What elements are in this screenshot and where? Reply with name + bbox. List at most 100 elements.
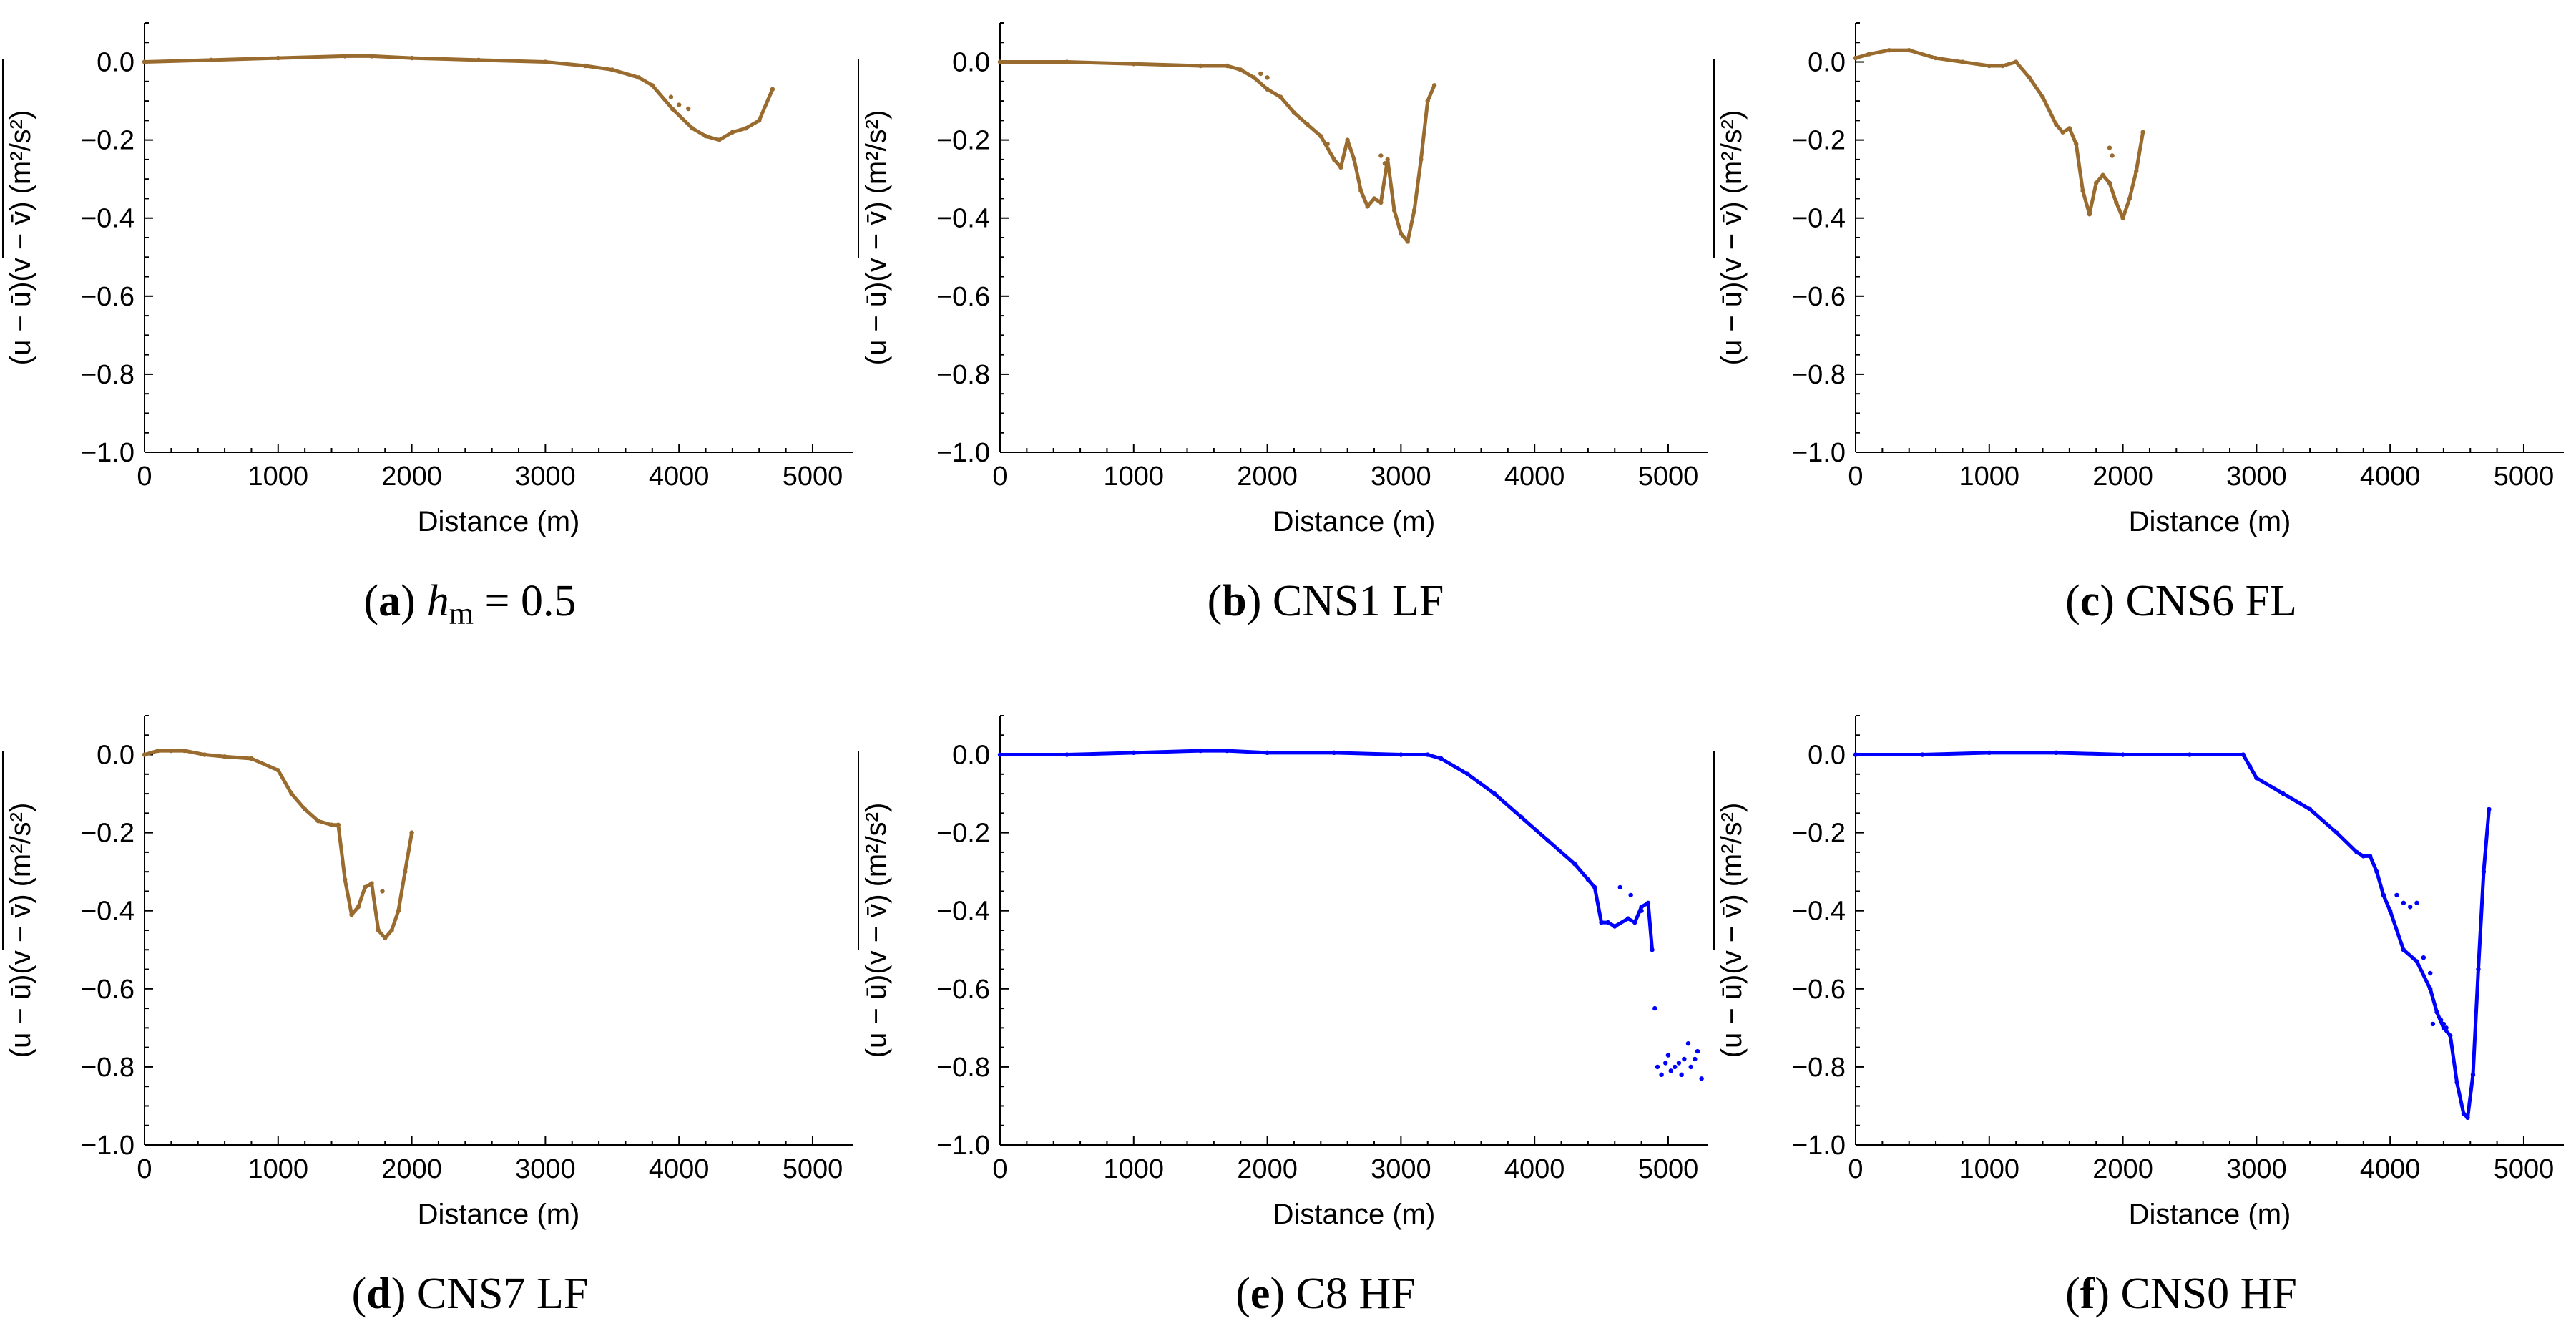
data-point — [1612, 924, 1617, 929]
x-tick-label: 3000 — [515, 462, 576, 492]
caption-text: CNS6 FL — [2115, 577, 2297, 625]
data-point — [2053, 122, 2059, 127]
scatter-point — [2407, 905, 2413, 910]
x-tick-label: 0 — [137, 1154, 152, 1184]
x-tick-label: 3000 — [2226, 1154, 2287, 1184]
data-point — [2140, 130, 2145, 135]
data-point — [1391, 208, 1397, 213]
data-point — [1605, 920, 1611, 925]
data-point — [476, 57, 481, 63]
data-point — [1425, 98, 1430, 104]
data-point — [383, 935, 388, 941]
data-point — [1265, 750, 1270, 756]
data-point — [1853, 752, 1858, 757]
data-point — [2414, 959, 2419, 964]
data-point — [1585, 877, 1591, 882]
data-point — [1371, 196, 1377, 201]
data-point — [155, 748, 160, 754]
scatter-point — [1265, 75, 1270, 80]
scatter-point — [1655, 1064, 1660, 1070]
x-tick-label: 5000 — [783, 462, 843, 492]
data-point — [770, 87, 775, 92]
caption-paren-close: ) — [1270, 1269, 1285, 1318]
data-point — [743, 126, 748, 131]
caption-text: CNS0 HF — [2110, 1269, 2297, 1318]
y-axis-title-main: (u − ū)(v − v̄) — [1716, 894, 1748, 1058]
y-axis-title-unit: (m²/s²) — [861, 803, 892, 887]
scatter-point — [2438, 1018, 2444, 1023]
scatter-point — [686, 106, 691, 112]
data-point — [1064, 59, 1069, 64]
caption-paren-close: ) — [1247, 577, 1262, 625]
scatter-point — [1693, 1056, 1698, 1062]
data-point — [2114, 200, 2119, 205]
data-point — [2053, 750, 2059, 756]
data-point — [2247, 764, 2253, 769]
data-point — [356, 905, 361, 910]
data-point — [342, 54, 348, 59]
scatter-point — [1652, 1005, 1657, 1011]
y-axis-title: (u − ū)(v − v̄) (m²/s²) — [1716, 803, 1748, 1058]
data-point — [2334, 830, 2339, 835]
scatter-point — [1628, 892, 1633, 898]
data-point — [2354, 849, 2359, 855]
data-point — [1425, 752, 1430, 757]
data-point — [222, 754, 227, 759]
y-tick-label: 0.0 — [97, 48, 134, 78]
x-tick-label: 1000 — [1959, 462, 2020, 492]
data-point — [1632, 920, 1637, 925]
data-point — [1645, 900, 1651, 906]
panel-caption: (e) C8 HF — [1235, 1269, 1415, 1318]
data-point — [1419, 157, 1424, 162]
x-tick-label: 5000 — [1638, 1154, 1699, 1184]
caption-paren-close: ) — [2100, 577, 2115, 625]
data-point — [2281, 791, 2286, 796]
data-point — [2428, 986, 2433, 992]
scatter-point — [1695, 1048, 1700, 1054]
data-point — [1131, 62, 1136, 67]
panel-b: 0 1000 2000 3000 4000 5000 0.0 −0.2 −0.4 −0.6 −0.8… — [858, 22, 1708, 625]
y-tick-label: −0.8 — [81, 360, 134, 390]
caption-letter: b — [1222, 577, 1246, 625]
scatter-point — [1382, 161, 1388, 166]
series-line — [142, 54, 775, 142]
data-point — [1198, 63, 1203, 69]
data-point — [363, 884, 368, 890]
data-point — [1278, 94, 1283, 99]
caption-paren-open: ( — [2065, 1269, 2080, 1318]
y-axis-title-unit: (m²/s²) — [1716, 803, 1748, 887]
data-point — [1866, 52, 1871, 57]
x-tick-label: 1000 — [1959, 1154, 2020, 1184]
data-point — [2120, 752, 2125, 757]
x-axis-title: Distance (m) — [1273, 506, 1436, 537]
y-axis-title-unit: (m²/s²) — [1716, 110, 1748, 195]
data-point — [1331, 157, 1337, 162]
data-point — [1131, 750, 1136, 756]
panel-caption: (c) CNS6 FL — [2065, 577, 2297, 625]
caption-text: CNS1 LF — [1261, 577, 1444, 625]
caption-letter: c — [2080, 577, 2100, 625]
x-tick-label: 3000 — [2226, 462, 2287, 492]
data-point — [336, 822, 341, 827]
x-tick-label: 2000 — [381, 1154, 442, 1184]
x-tick-label: 1000 — [248, 462, 309, 492]
scatter-point — [2107, 145, 2112, 150]
caption-letter: a — [378, 577, 401, 625]
caption-letter: e — [1250, 1269, 1270, 1318]
x-tick-label: 4000 — [1504, 462, 1565, 492]
data-point — [730, 130, 735, 135]
y-tick-label: −0.8 — [1792, 360, 1846, 390]
series-line — [998, 749, 1655, 952]
data-point — [2387, 908, 2393, 913]
panel-c: 0 1000 2000 3000 4000 5000 0.0 −0.2 −0.4 −0.6 −0.8… — [1713, 22, 2564, 625]
x-tick-label: 5000 — [783, 1154, 843, 1184]
scatter-point — [1679, 1072, 1684, 1078]
panel-d: 0 1000 2000 3000 4000 5000 0.0 −0.2 −0.4 −0.6 −0.8… — [2, 715, 853, 1318]
data-point — [2187, 752, 2193, 757]
caption-paren-close: ) — [2095, 1269, 2110, 1318]
data-point — [275, 55, 280, 61]
scatter-point — [668, 94, 674, 99]
data-point — [2401, 947, 2406, 952]
x-tick-label: 0 — [1848, 462, 1863, 492]
